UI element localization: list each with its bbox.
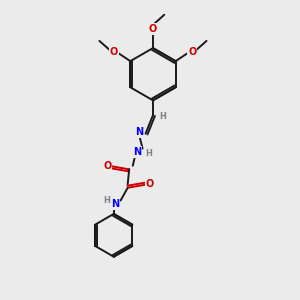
Text: O: O: [103, 161, 111, 171]
Text: N: N: [136, 128, 144, 137]
Text: H: H: [146, 149, 152, 158]
Text: N: N: [133, 147, 141, 157]
Text: O: O: [110, 46, 118, 57]
Text: O: O: [146, 179, 154, 189]
Text: O: O: [149, 24, 157, 34]
Text: H: H: [103, 196, 110, 205]
Text: O: O: [188, 46, 196, 57]
Text: H: H: [159, 112, 166, 121]
Text: N: N: [111, 199, 119, 209]
